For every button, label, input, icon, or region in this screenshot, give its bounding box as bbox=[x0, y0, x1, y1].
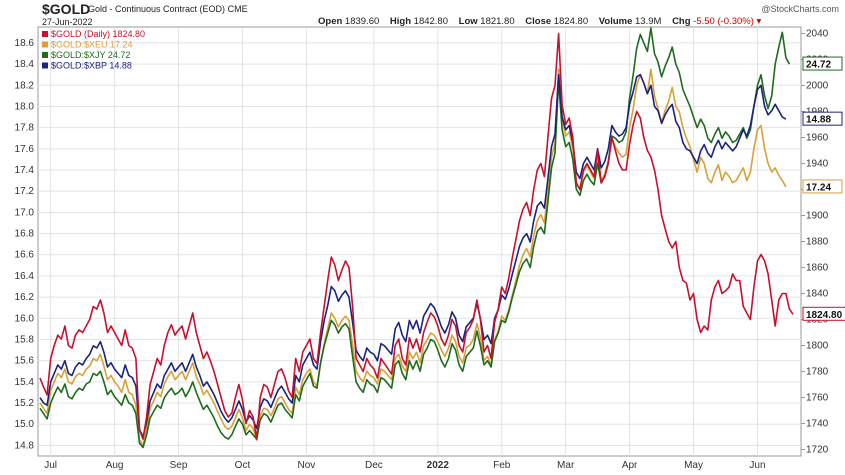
left-tick-label: 17.6 bbox=[15, 144, 35, 155]
right-tick-label: 1740 bbox=[806, 419, 829, 430]
right-tick-label: 1780 bbox=[806, 367, 829, 378]
left-tick-label: 15.4 bbox=[15, 377, 35, 388]
x-tick-label: Mar bbox=[557, 460, 575, 471]
left-tick-label: 16.8 bbox=[15, 229, 35, 240]
left-tick-label: 15.2 bbox=[15, 398, 35, 409]
series-line-0 bbox=[39, 32, 794, 440]
copyright[interactable]: @StockCharts.com bbox=[761, 4, 839, 14]
legend-swatch-2 bbox=[42, 52, 48, 58]
legend-label-0: $GOLD (Daily) 1824.80 bbox=[51, 29, 145, 39]
left-tick-label: 18.6 bbox=[15, 38, 35, 49]
right-tick-label: 1960 bbox=[806, 133, 829, 144]
legend-label-1: $GOLD:$XEU 17.24 bbox=[51, 40, 133, 50]
chart-header: $GOLD Gold - Continuous Contract (EOD) C… bbox=[0, 0, 845, 40]
x-tick-label: Nov bbox=[297, 460, 315, 471]
left-tick-label: 17.4 bbox=[15, 165, 35, 176]
chg-label: Chg bbox=[672, 16, 691, 27]
price-stats: Open 1839.60 High 1842.80 Low 1821.80 Cl… bbox=[318, 16, 761, 27]
right-axis: 1720174017601780180018201840186018801900… bbox=[801, 29, 829, 456]
right-tick-label: 1840 bbox=[806, 289, 829, 300]
left-axis: 14.8 15.0 15.2 15.4 15.6 15.8 16.0 16.2 16.4 16.6… bbox=[15, 38, 35, 452]
description: Gold - Continuous Contract (EOD) CME bbox=[88, 4, 248, 14]
left-tick-label: 15.6 bbox=[15, 356, 35, 367]
end-labels: 1824.80 17.24 24.72 14.88 bbox=[802, 56, 845, 321]
high-value: 1842.80 bbox=[413, 16, 448, 27]
end-label-3: 14.88 bbox=[806, 115, 831, 126]
chg-value: -5.50 (-0.30%) bbox=[693, 16, 754, 27]
end-label-1: 17.24 bbox=[806, 182, 831, 193]
x-tick-label: Sep bbox=[170, 460, 188, 471]
left-tick-label: 15.8 bbox=[15, 334, 35, 345]
left-tick-label: 16.4 bbox=[15, 271, 35, 282]
high-label: High bbox=[389, 16, 412, 27]
open-label: Open bbox=[318, 16, 343, 27]
left-tick-label: 18.2 bbox=[15, 80, 35, 91]
legend-swatch-0 bbox=[42, 31, 48, 37]
left-tick-label: 16.0 bbox=[15, 313, 35, 324]
x-tick-label: Aug bbox=[106, 460, 124, 471]
legend: $GOLD (Daily) 1824.80$GOLD:$XEU 17.24$GO… bbox=[42, 29, 145, 71]
end-label-box-2 bbox=[802, 56, 843, 71]
description-text: Gold - Continuous Contract (EOD) bbox=[88, 4, 226, 14]
x-tick-label: Oct bbox=[235, 460, 251, 471]
left-tick-label: 16.2 bbox=[15, 292, 35, 303]
right-tick-label: 1900 bbox=[806, 211, 829, 222]
end-label-0: 1824.80 bbox=[806, 310, 843, 321]
legend-label-3: $GOLD:$XBP 14.88 bbox=[51, 61, 132, 71]
right-tick-label: 2040 bbox=[806, 29, 829, 40]
down-triangle-icon: ▾ bbox=[756, 16, 762, 27]
end-label-box-0 bbox=[802, 306, 845, 321]
legend-swatch-1 bbox=[42, 41, 48, 48]
left-tick-label: 17.8 bbox=[15, 123, 35, 134]
symbol[interactable]: $GOLD bbox=[42, 1, 91, 17]
series-lines bbox=[39, 27, 794, 449]
plot-area bbox=[37, 26, 802, 457]
open-value: 1839.60 bbox=[344, 16, 380, 27]
left-tick-label: 16.6 bbox=[15, 250, 35, 261]
volume-value: 13.9M bbox=[635, 16, 662, 27]
left-tick-label: 17.0 bbox=[15, 207, 35, 218]
right-tick-label: 1720 bbox=[806, 445, 829, 456]
end-label-2: 24.72 bbox=[806, 60, 831, 71]
close-value: 1824.80 bbox=[553, 16, 589, 27]
exchange: CME bbox=[227, 4, 248, 14]
x-tick-label: Jun bbox=[749, 460, 765, 471]
right-tick-label: 1860 bbox=[806, 263, 829, 274]
series-line-3 bbox=[39, 73, 787, 438]
series-line-2 bbox=[39, 27, 791, 449]
date: 27-Jun-2022 bbox=[42, 17, 93, 27]
x-tick-label: Apr bbox=[622, 460, 638, 471]
left-tick-label: 18.4 bbox=[15, 59, 35, 70]
volume-label: Volume bbox=[598, 16, 633, 27]
left-tick-label: 14.8 bbox=[15, 440, 35, 451]
right-tick-label: 1760 bbox=[806, 393, 829, 404]
x-tick-label: Feb bbox=[493, 460, 511, 471]
low-value: 1821.80 bbox=[480, 16, 515, 27]
left-tick-label: 15.0 bbox=[15, 419, 35, 430]
low-label: Low bbox=[458, 16, 478, 27]
left-tick-label: 17.2 bbox=[15, 186, 35, 197]
right-tick-label: 2000 bbox=[806, 81, 829, 92]
legend-label-2: $GOLD:$XJY 24.72 bbox=[51, 50, 130, 60]
end-label-box-3 bbox=[802, 111, 843, 126]
legend-swatch-3 bbox=[42, 62, 48, 69]
right-tick-label: 1880 bbox=[806, 237, 829, 248]
end-label-box-1 bbox=[802, 179, 843, 194]
left-tick-label: 18.0 bbox=[15, 101, 35, 112]
x-tick-label: Dec bbox=[365, 460, 383, 471]
close-label: Close bbox=[525, 16, 552, 27]
x-tick-label: 2022 bbox=[427, 460, 450, 471]
right-tick-label: 1940 bbox=[806, 159, 829, 170]
x-tick-label: May bbox=[684, 460, 703, 471]
x-tick-label: Jul bbox=[44, 460, 57, 471]
right-tick-label: 1800 bbox=[806, 341, 829, 352]
x-axis: Jul Aug Sep Oct Nov Dec 2022 Feb Mar Apr May Jun bbox=[44, 460, 765, 471]
